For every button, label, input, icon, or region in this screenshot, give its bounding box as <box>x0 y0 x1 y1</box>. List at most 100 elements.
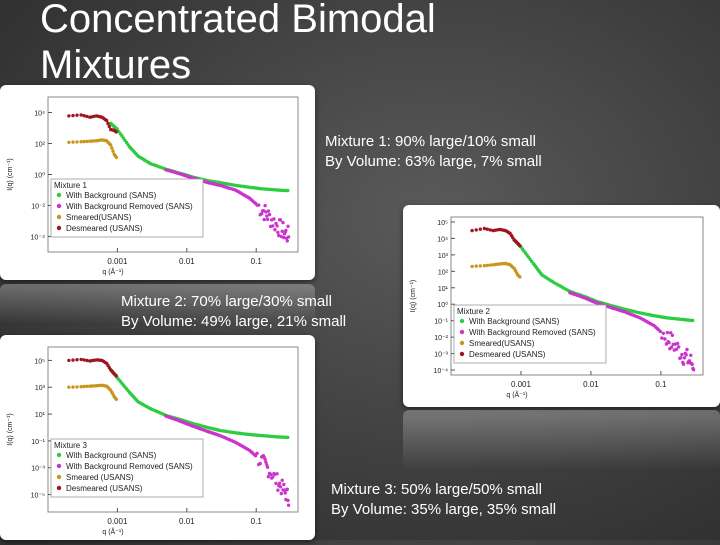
data-point <box>282 482 286 487</box>
x-tick-label: 0.001 <box>107 257 128 266</box>
data-point <box>105 118 109 123</box>
data-point <box>85 384 89 388</box>
data-point <box>67 114 71 118</box>
data-point <box>684 353 688 357</box>
chart-mixture-1: 0.001 0.01 0.1 10⁻⁴ 10⁻² 10⁰ 10² 10⁴ q (Å⁻¹) I(q)… <box>7 96 299 276</box>
data-point <box>485 227 489 231</box>
chart-panel-mixture-1: 0.001 0.01 0.1 10⁻⁴ 10⁻² 10⁰ 10² 10⁴ q (Å⁻¹) I(q)… <box>0 85 315 280</box>
data-point <box>79 385 83 389</box>
data-point <box>470 264 474 269</box>
data-point <box>658 329 662 334</box>
x-tick-label: 0.01 <box>179 257 195 266</box>
data-point <box>286 235 291 239</box>
x-tick-label: 0.01 <box>179 517 195 526</box>
data-point <box>470 228 474 233</box>
series-3 <box>67 357 119 378</box>
data-point <box>272 217 276 221</box>
data-point <box>275 224 279 228</box>
legend-entry: Desmeared (USANS) <box>66 224 143 233</box>
data-point <box>670 333 675 337</box>
data-point <box>265 465 270 469</box>
y-tick-label: 10⁻⁴ <box>31 235 46 242</box>
legend-title: Mixture 1 <box>54 181 87 190</box>
data-point <box>255 451 259 455</box>
caption-mixture-2: Mixture 2: 70% large/30% small By Volume… <box>121 292 346 332</box>
data-point <box>478 264 482 268</box>
data-point <box>107 124 112 129</box>
caption-line-composition: Mixture 3: 50% large/50% small <box>331 481 542 498</box>
series-2 <box>470 261 522 279</box>
y-tick-label: 10² <box>35 142 46 149</box>
data-point <box>661 331 665 335</box>
data-point <box>679 356 683 360</box>
legend-entry: Desmeared (USANS) <box>66 484 143 493</box>
data-point <box>286 435 290 440</box>
data-point <box>71 385 75 389</box>
y-tick-label: 10⁻² <box>434 335 448 342</box>
data-point <box>488 228 492 232</box>
y-tick-label: 10³ <box>35 385 46 392</box>
legend-entry: With Background Removed (SANS) <box>469 328 596 337</box>
data-point <box>75 385 79 389</box>
data-point <box>262 217 266 222</box>
data-point <box>271 475 275 479</box>
y-tick-label: 10⁴ <box>34 111 45 118</box>
legend-box <box>50 438 204 498</box>
caption-line-composition: Mixture 2: 70% large/30% small <box>121 293 332 310</box>
x-axis-label: q (Å⁻¹) <box>102 527 123 536</box>
legend-entry: Smeared(USANS) <box>469 339 535 348</box>
data-point <box>263 457 267 462</box>
data-point <box>79 357 83 362</box>
data-point <box>667 340 671 345</box>
panel-reflection-2 <box>403 410 720 470</box>
data-point <box>285 487 289 491</box>
legend-marker <box>459 318 465 324</box>
data-point <box>258 461 262 466</box>
data-point <box>663 337 667 341</box>
slide-title: Concentrated Bimodal Mixtures <box>40 0 436 87</box>
data-point <box>82 114 86 118</box>
data-point <box>268 472 273 476</box>
y-tick-label: 10⁰ <box>437 301 448 309</box>
panel-reflection-1 <box>0 284 315 324</box>
legend-entry: Smeared(USANS) <box>66 213 132 222</box>
data-point <box>67 140 71 144</box>
legend-marker <box>56 485 62 491</box>
data-point <box>691 368 696 372</box>
caption-line-volume: By Volume: 63% large, 7% small <box>325 153 542 170</box>
y-axis-label: I(q) (cm⁻¹) <box>7 158 14 190</box>
data-point <box>680 352 684 357</box>
data-point <box>286 498 290 503</box>
y-tick-label: 10⁻¹ <box>31 439 45 446</box>
data-point <box>669 345 674 349</box>
data-point <box>276 230 280 235</box>
data-point <box>682 356 687 360</box>
legend-marker <box>56 203 62 209</box>
data-point <box>285 239 289 243</box>
data-point <box>277 481 282 485</box>
x-tick-label: 0.1 <box>251 517 263 526</box>
legend-entry: With Background (SANS) <box>66 451 157 460</box>
data-point <box>79 140 83 144</box>
data-point <box>114 397 119 401</box>
legend-box <box>453 304 607 364</box>
data-point <box>669 331 673 335</box>
legend-marker <box>459 329 465 335</box>
legend-marker <box>459 351 465 357</box>
y-tick-label: 10³ <box>438 253 449 260</box>
caption-line-composition: Mixture 1: 90% large/10% small <box>325 133 536 150</box>
y-tick-label: 10¹ <box>35 412 46 419</box>
legend-title: Mixture 2 <box>457 307 490 316</box>
legend-box <box>50 178 204 238</box>
legend-entry: With Background Removed (SANS) <box>66 202 193 211</box>
data-point <box>106 121 110 126</box>
data-point <box>518 244 522 248</box>
data-point <box>260 212 264 216</box>
legend-marker <box>56 214 62 220</box>
legend-entry: With Background (SANS) <box>469 317 560 326</box>
data-point <box>109 143 113 147</box>
legend-marker <box>459 340 465 346</box>
data-point <box>278 485 283 489</box>
data-point <box>283 491 287 495</box>
data-point <box>280 478 284 482</box>
